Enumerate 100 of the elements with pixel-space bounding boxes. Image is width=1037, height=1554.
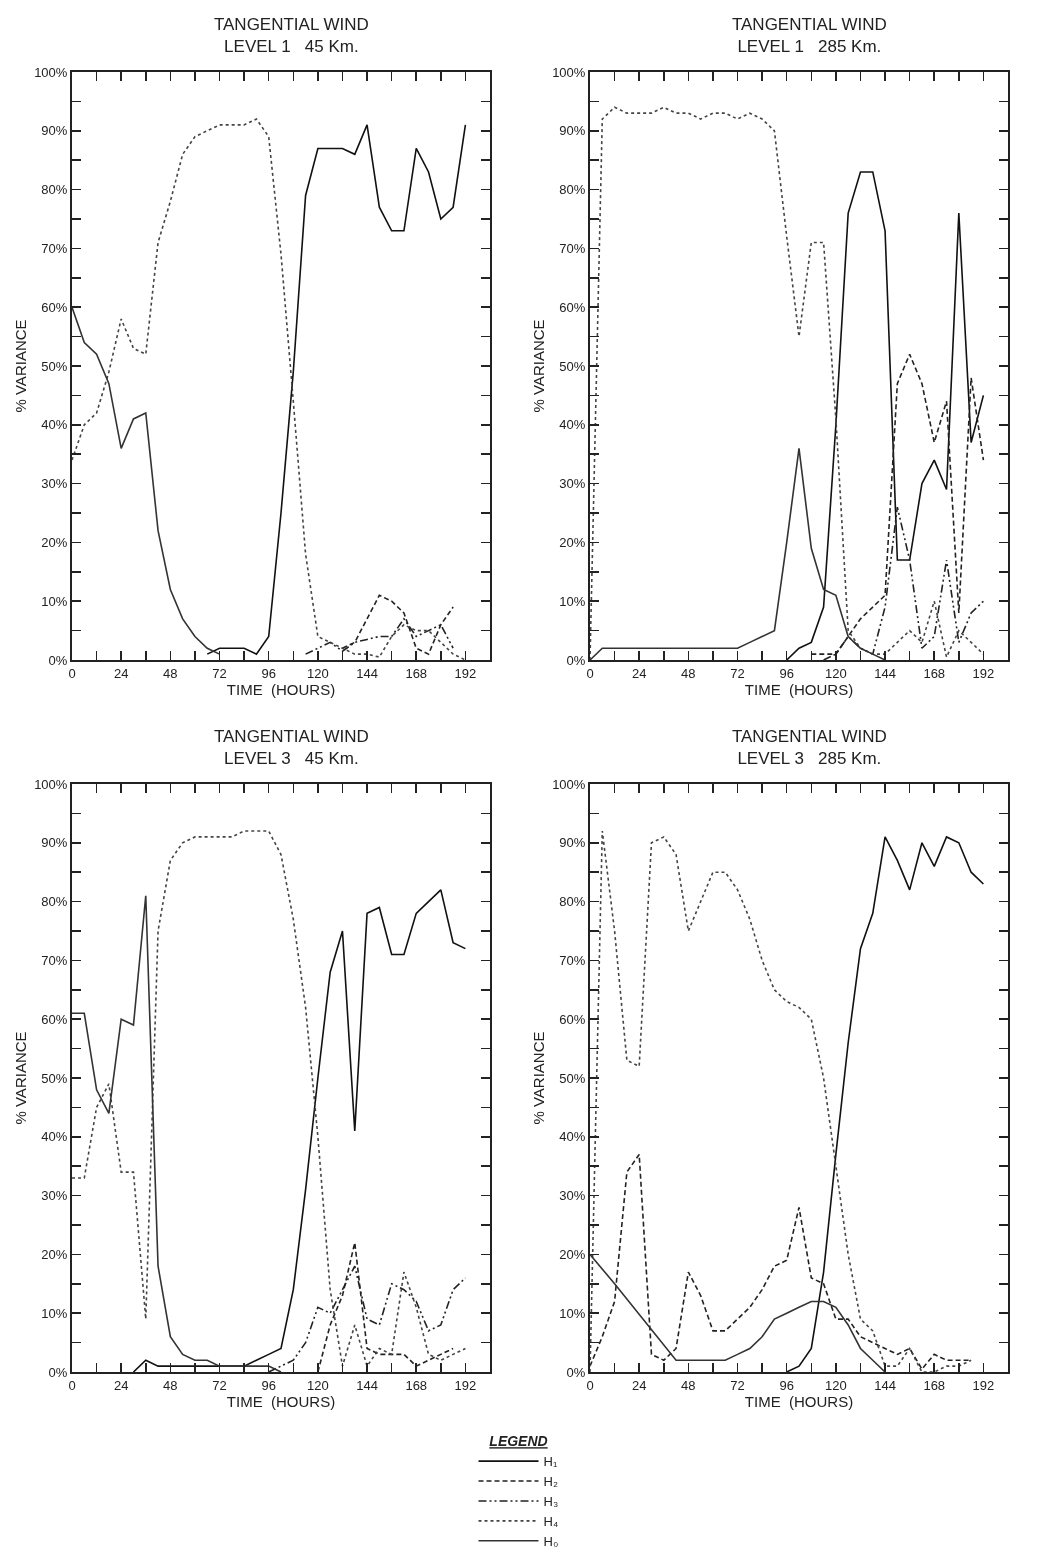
y-tick-label: 40%: [559, 1129, 586, 1145]
y-tick-label: 70%: [559, 952, 586, 968]
x-tick-label: 120: [825, 665, 847, 681]
x-tick-label: 192: [972, 1377, 995, 1393]
y-tick-label: 80%: [559, 894, 586, 910]
y-tick-label: 100%: [552, 776, 586, 792]
legend-label: H₀: [543, 1533, 559, 1549]
y-tick-label: 20%: [559, 1246, 586, 1262]
y-tick-label: 60%: [41, 1011, 68, 1027]
x-tick-label: 192: [454, 1377, 477, 1393]
x-tick-label: 168: [405, 1377, 428, 1393]
y-tick-label: 70%: [41, 240, 68, 256]
chart-title: TANGENTIAL WIND: [213, 727, 369, 746]
x-tick-label: 0: [586, 1377, 594, 1393]
x-tick-label: 96: [261, 1377, 276, 1393]
x-tick-label: 144: [356, 1377, 378, 1393]
chart-subtitle: LEVEL 1 45 Km.: [224, 37, 359, 57]
x-tick-label: 144: [356, 665, 378, 681]
x-tick-label: 96: [779, 665, 794, 681]
x-tick-label: 48: [163, 1377, 178, 1393]
y-tick-label: 30%: [41, 476, 68, 492]
y-tick-label: 50%: [41, 1070, 68, 1086]
y-axis-title: % VARIANCE: [11, 1031, 29, 1125]
chart-subtitle: LEVEL 3 45 Km.: [224, 749, 359, 769]
x-tick-label: 72: [212, 665, 227, 681]
y-axis-title: % VARIANCE: [529, 1031, 547, 1125]
y-tick-label: 60%: [559, 1011, 586, 1027]
y-tick-label: 90%: [41, 123, 68, 139]
x-axis-title: TIME (HOURS): [744, 680, 854, 698]
x-tick-label: 168: [923, 665, 946, 681]
y-tick-label: 0%: [48, 1364, 68, 1380]
x-tick-label: 120: [307, 665, 329, 681]
chart-subtitle: LEVEL 3 285 Km.: [737, 749, 882, 769]
y-tick-label: 0%: [48, 652, 68, 668]
y-tick-label: 40%: [41, 417, 68, 433]
y-tick-label: 70%: [41, 952, 68, 968]
y-tick-label: 40%: [559, 417, 586, 433]
y-tick-label: 90%: [559, 835, 586, 851]
y-tick-label: 10%: [41, 593, 68, 609]
y-tick-label: 60%: [559, 299, 586, 315]
y-tick-label: 10%: [559, 593, 586, 609]
y-tick-label: 20%: [41, 534, 68, 550]
y-tick-label: 10%: [41, 1305, 68, 1321]
y-tick-label: 20%: [559, 534, 586, 550]
x-tick-label: 24: [113, 1377, 129, 1393]
x-tick-label: 0: [68, 1377, 76, 1393]
y-tick-label: 30%: [559, 476, 586, 492]
x-tick-label: 24: [631, 1377, 647, 1393]
y-tick-label: 50%: [559, 358, 586, 374]
y-tick-label: 50%: [41, 358, 68, 374]
x-tick-label: 0: [586, 665, 594, 681]
x-tick-label: 120: [825, 1377, 847, 1393]
y-tick-label: 80%: [559, 182, 586, 198]
x-axis-title: TIME (HOURS): [226, 1392, 336, 1410]
y-tick-label: 80%: [41, 894, 68, 910]
y-tick-label: 0%: [566, 652, 586, 668]
y-tick-label: 100%: [34, 776, 68, 792]
y-tick-label: 80%: [41, 182, 68, 198]
x-tick-label: 72: [730, 1377, 745, 1393]
x-tick-label: 72: [730, 665, 745, 681]
chart-title: TANGENTIAL WIND: [213, 15, 369, 34]
y-tick-label: 100%: [552, 64, 586, 80]
x-axis-title: TIME (HOURS): [744, 1392, 854, 1410]
x-tick-label: 192: [972, 665, 995, 681]
y-tick-label: 90%: [559, 123, 586, 139]
y-tick-label: 30%: [559, 1188, 586, 1204]
chart-subtitle: LEVEL 1 285 Km.: [737, 37, 882, 57]
chart-title: TANGENTIAL WIND: [731, 15, 887, 34]
x-tick-label: 144: [874, 1377, 896, 1393]
legend-label: H₂: [543, 1474, 558, 1490]
y-tick-label: 40%: [41, 1129, 68, 1145]
x-tick-label: 24: [113, 665, 129, 681]
x-tick-label: 144: [874, 665, 896, 681]
x-tick-label: 48: [681, 1377, 696, 1393]
legend-label: H₁: [543, 1454, 558, 1470]
y-tick-label: 50%: [559, 1070, 586, 1086]
legend-title: LEGEND: [489, 1433, 548, 1450]
legend-label: H₄: [543, 1513, 559, 1529]
x-tick-label: 24: [631, 665, 647, 681]
x-tick-label: 192: [454, 665, 477, 681]
x-tick-label: 72: [212, 1377, 227, 1393]
x-tick-label: 48: [163, 665, 178, 681]
y-tick-label: 70%: [559, 240, 586, 256]
x-tick-label: 168: [405, 665, 428, 681]
legend-label: H₃: [543, 1494, 559, 1510]
y-tick-label: 60%: [41, 299, 68, 315]
x-tick-label: 0: [68, 665, 76, 681]
x-tick-label: 96: [261, 665, 276, 681]
y-tick-label: 90%: [41, 835, 68, 851]
y-tick-label: 30%: [41, 1188, 68, 1204]
y-tick-label: 0%: [566, 1364, 586, 1380]
y-tick-label: 10%: [559, 1305, 586, 1321]
y-axis-title: % VARIANCE: [529, 319, 547, 413]
x-tick-label: 48: [681, 665, 696, 681]
chart-title: TANGENTIAL WIND: [731, 727, 887, 746]
y-tick-label: 20%: [41, 1246, 68, 1262]
x-axis-title: TIME (HOURS): [226, 680, 336, 698]
x-tick-label: 96: [779, 1377, 794, 1393]
x-tick-label: 168: [923, 1377, 946, 1393]
x-tick-label: 120: [307, 1377, 329, 1393]
